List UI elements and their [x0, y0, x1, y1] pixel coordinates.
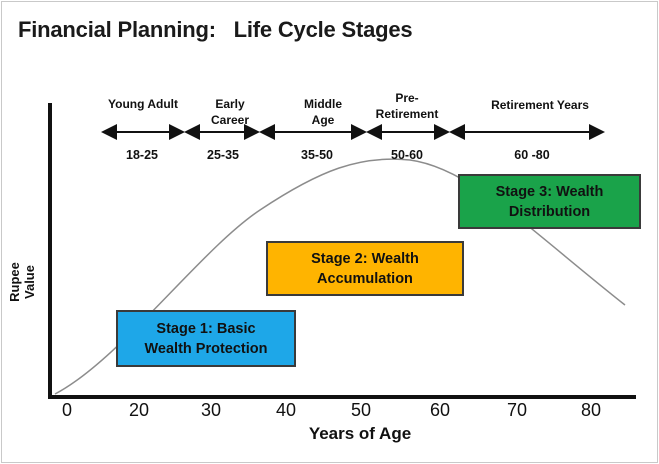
age-range-early-career: 25-35: [207, 148, 239, 162]
x-tick-label: 80: [580, 400, 602, 420]
stage-box-wealth-distribution: Stage 3: Wealth Distribution: [458, 174, 641, 229]
diagram-title: Financial Planning: Life Cycle Stages: [18, 17, 413, 42]
x-tick-label: 20: [128, 400, 150, 420]
x-tick-label: 70: [506, 400, 528, 420]
x-tick-label: 40: [275, 400, 297, 420]
x-axis-label: Years of Age: [308, 424, 412, 443]
stage-box-wealth-accumulation: Stage 2: Wealth Accumulation: [266, 241, 464, 296]
age-range-retirement-years: 60 -80: [514, 148, 550, 162]
age-range-young-adult: 18-25: [126, 148, 158, 162]
x-tick-label: 50: [350, 400, 372, 420]
life-stage-early-career: Early Career: [210, 97, 250, 127]
life-stage-young-adult: Young Adult: [108, 97, 178, 111]
stage-box-wealth-protection: Stage 1: Basic Wealth Protection: [116, 310, 296, 367]
x-tick-label: 0: [61, 400, 72, 420]
stage-box-label: Stage 2: Wealth Accumulation: [311, 250, 419, 287]
stage-box-label: Stage 3: Wealth Distribution: [495, 183, 604, 220]
life-stage-pre-retirement: Pre- Retirement: [375, 91, 439, 121]
stage-box-label: Stage 1: Basic Wealth Protection: [144, 320, 268, 357]
age-range-middle-age: 35-50: [301, 148, 333, 162]
x-tick-label: 30: [200, 400, 222, 420]
y-axis-label: Rupee Value: [7, 262, 37, 302]
x-tick-label: 60: [429, 400, 451, 420]
life-stage-middle-age: Middle Age: [304, 97, 342, 127]
life-stage-retirement-years: Retirement Years: [491, 98, 589, 112]
age-range-pre-retirement: 50-60: [391, 148, 423, 162]
